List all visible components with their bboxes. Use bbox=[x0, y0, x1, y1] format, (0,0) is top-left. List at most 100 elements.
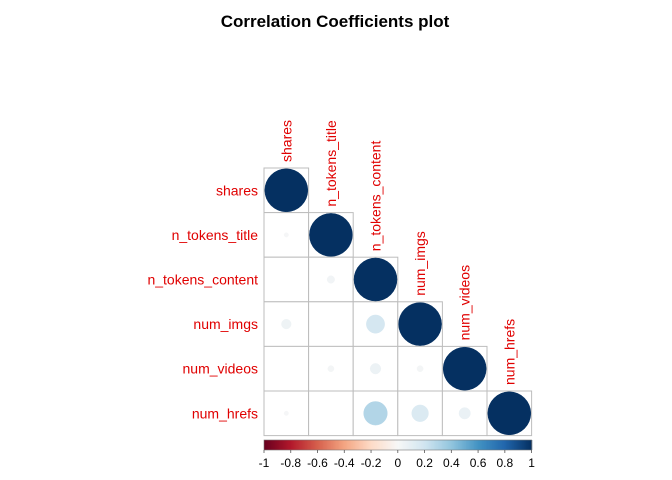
colorbar-segment bbox=[388, 440, 391, 450]
colorbar-segment bbox=[425, 440, 428, 450]
colorbar-segment bbox=[384, 440, 387, 450]
colorbar-segment bbox=[360, 440, 363, 450]
colorbar-segment bbox=[479, 440, 482, 450]
colorbar-segment bbox=[297, 440, 300, 450]
colorbar-segment bbox=[301, 440, 304, 450]
colorbar-segment bbox=[298, 440, 301, 450]
row-label-shares: shares bbox=[216, 182, 258, 198]
colorbar-segment bbox=[326, 440, 329, 450]
row-label-num_hrefs: num_hrefs bbox=[192, 405, 258, 421]
colorbar-tick-label: 0.2 bbox=[416, 456, 433, 470]
colorbar-segment bbox=[306, 440, 309, 450]
colorbar-segment bbox=[500, 440, 503, 450]
colorbar-segment bbox=[503, 440, 506, 450]
colorbar-segment bbox=[468, 440, 471, 450]
column-label-num_imgs: num_imgs bbox=[412, 231, 428, 296]
colorbar-segment bbox=[389, 440, 392, 450]
grid-cell bbox=[263, 256, 310, 303]
colorbar-segment bbox=[488, 440, 491, 450]
colorbar-segment bbox=[511, 440, 514, 450]
circle-layer bbox=[264, 168, 532, 436]
colorbar-segment bbox=[304, 440, 307, 450]
colorbar-segment bbox=[467, 440, 470, 450]
corr-circle-num_hrefs-num_hrefs bbox=[487, 391, 532, 436]
colorbar-segment bbox=[305, 440, 308, 450]
colorbar-segment bbox=[375, 440, 377, 450]
corr-circle-num_hrefs-shares bbox=[283, 410, 289, 416]
colorbar-segment bbox=[329, 440, 332, 450]
colorbar-segment bbox=[338, 440, 341, 450]
colorbar-segment bbox=[296, 440, 299, 450]
colorbar-segment bbox=[436, 440, 439, 450]
column-label-num_videos: num_videos bbox=[457, 265, 473, 341]
corr-circle-shares-shares bbox=[264, 168, 309, 213]
colorbar-segment bbox=[391, 440, 394, 450]
column-labels: shares n_tokens_title n_tokens_content num_… bbox=[278, 120, 517, 385]
colorbar-segment bbox=[292, 440, 295, 450]
colorbar-segment bbox=[495, 440, 498, 450]
colorbar-segment bbox=[282, 440, 285, 450]
corr-circle-n_tokens_content-n_tokens_content bbox=[353, 257, 398, 302]
colorbar-segment bbox=[472, 440, 475, 450]
colorbar-segment bbox=[440, 440, 443, 450]
colorbar-segment bbox=[270, 440, 273, 450]
colorbar-tick-label: 0.8 bbox=[496, 456, 513, 470]
colorbar-segment bbox=[429, 440, 432, 450]
colorbar-segment bbox=[409, 440, 412, 450]
colorbar-segment bbox=[286, 440, 289, 450]
colorbar-segment bbox=[269, 440, 272, 450]
grid-layer bbox=[263, 167, 533, 437]
colorbar-segment bbox=[491, 440, 494, 450]
colorbar-segment bbox=[453, 440, 456, 450]
colorbar-segment bbox=[518, 440, 521, 450]
colorbar-segment bbox=[342, 440, 345, 450]
colorbar-segment bbox=[320, 440, 323, 450]
colorbar-segment bbox=[460, 440, 463, 450]
colorbar-segment bbox=[345, 440, 348, 450]
colorbar-tick-label: -0.8 bbox=[280, 456, 301, 470]
colorbar-segment bbox=[400, 440, 403, 450]
colorbar-segment bbox=[499, 440, 502, 450]
colorbar-segment bbox=[515, 440, 518, 450]
corr-circle-num_videos-num_imgs bbox=[416, 365, 424, 372]
colorbar-segment bbox=[504, 440, 507, 450]
colorbar-segment bbox=[290, 440, 293, 450]
colorbar-segment bbox=[448, 440, 451, 450]
colorbar-segment bbox=[314, 440, 317, 450]
colorbar-segment bbox=[432, 440, 435, 450]
colorbar-segment bbox=[393, 440, 396, 450]
colorbar-segment bbox=[449, 440, 452, 450]
colorbar-segment bbox=[526, 440, 529, 450]
colorbar-segment bbox=[510, 440, 513, 450]
colorbar-segment bbox=[421, 440, 424, 450]
colorbar-segment bbox=[444, 440, 447, 450]
colorbar-segment bbox=[341, 440, 344, 450]
colorbar-segment bbox=[284, 440, 287, 450]
colorbar-segment bbox=[363, 440, 365, 450]
colorbar-segment bbox=[264, 440, 266, 450]
colorbar-segment bbox=[475, 440, 478, 450]
colorbar-segment bbox=[276, 440, 278, 450]
colorbar-segment bbox=[399, 440, 402, 450]
colorbar-tick-label: -0.6 bbox=[307, 456, 328, 470]
colorbar-segment bbox=[443, 440, 446, 450]
colorbar-segment bbox=[324, 440, 327, 450]
corr-circle-num_videos-n_tokens_content bbox=[369, 363, 382, 375]
colorbar-segment bbox=[498, 440, 501, 450]
colorbar-segment bbox=[520, 440, 523, 450]
colorbar-segment bbox=[437, 440, 440, 450]
colorbar-segment bbox=[372, 440, 375, 450]
colorbar-segment bbox=[381, 440, 384, 450]
colorbar-segment bbox=[519, 440, 522, 450]
corr-circle-num_hrefs-num_imgs bbox=[411, 404, 429, 422]
colorbar-segment bbox=[530, 440, 533, 450]
corr-circle-n_tokens_content-n_tokens_title bbox=[326, 275, 335, 284]
colorbar-segment bbox=[273, 440, 276, 450]
colorbar-segment bbox=[302, 440, 305, 450]
colorbar-segment bbox=[496, 440, 499, 450]
colorbar-segment bbox=[289, 440, 292, 450]
colorbar-segment bbox=[403, 440, 406, 450]
colorbar-segment bbox=[494, 440, 497, 450]
colorbar-segment bbox=[348, 440, 351, 450]
colorbar-segment bbox=[506, 440, 509, 450]
